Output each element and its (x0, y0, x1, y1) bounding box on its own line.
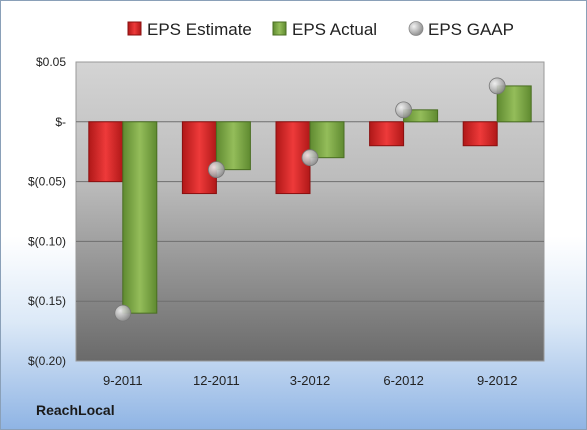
y-tick-label: $(0.10) (28, 234, 66, 248)
legend-label-eps-estimate: EPS Estimate (147, 20, 252, 39)
bar-eps-estimate-9-2011 (88, 121, 124, 183)
gaap-markers (114, 77, 506, 322)
x-tick-label: 3-2012 (290, 373, 330, 388)
marker-eps-gaap-6-2012 (395, 101, 413, 119)
marker-eps-gaap-9-2012 (488, 77, 506, 95)
legend-swatch-eps-actual (272, 21, 287, 36)
y-tick-label: $- (55, 115, 66, 129)
chart-legend: EPS Estimate EPS Actual EPS GAAP (127, 20, 514, 39)
x-tick-label: 12-2011 (193, 373, 240, 388)
legend-label-eps-actual: EPS Actual (292, 20, 377, 39)
legend-label-eps-gaap: EPS GAAP (428, 20, 514, 39)
bar-eps-estimate-12-2011 (181, 121, 217, 195)
marker-eps-gaap-9-2011 (114, 304, 132, 322)
x-axis-labels: 9-2011 12-2011 3-2012 6-2012 9-2012 (103, 373, 517, 388)
brand-label: ReachLocal (36, 402, 115, 418)
marker-eps-gaap-12-2011 (207, 161, 225, 179)
bar-eps-actual-12-2011 (215, 121, 251, 171)
bar-eps-estimate-6-2012 (369, 121, 405, 147)
y-tick-label: $(0.15) (28, 294, 66, 308)
y-tick-label: $(0.20) (28, 354, 66, 368)
y-tick-label: $(0.05) (28, 175, 66, 189)
y-axis-ticks: $0.05 $- $(0.05) $(0.10) $(0.15) $(0.20) (28, 55, 66, 368)
legend-swatch-eps-estimate (127, 21, 142, 36)
marker-eps-gaap-3-2012 (301, 149, 319, 167)
x-tick-label: 9-2011 (103, 373, 143, 388)
bars (88, 85, 532, 314)
bar-eps-actual-9-2011 (122, 121, 158, 314)
x-tick-label: 6-2012 (383, 373, 423, 388)
x-tick-label: 9-2012 (477, 373, 517, 388)
bar-eps-estimate-9-2012 (462, 121, 498, 147)
y-tick-label: $0.05 (36, 55, 66, 69)
legend-swatch-eps-gaap (408, 21, 424, 36)
